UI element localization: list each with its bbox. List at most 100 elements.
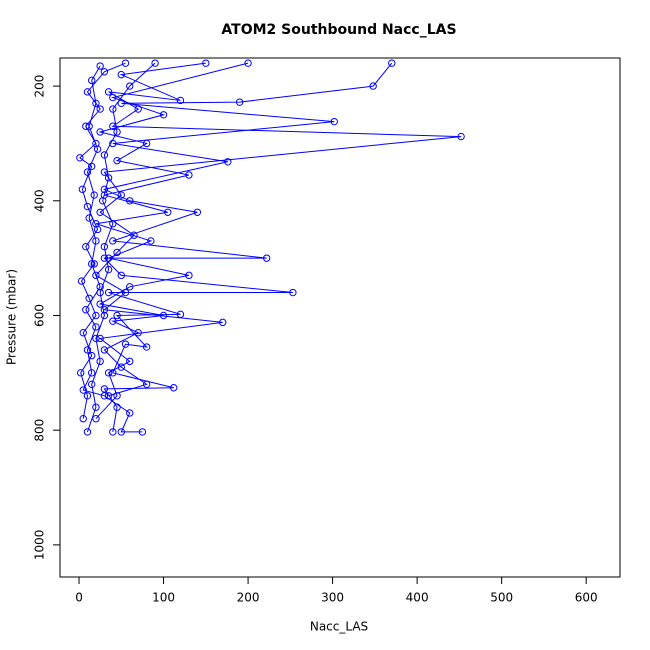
data-point [219,318,227,327]
data-point [109,428,117,436]
x-tick-label: 0 [75,591,83,605]
data-point [96,357,104,366]
data-point [90,191,98,199]
data-point [126,357,134,366]
data-point [117,191,125,199]
series-line [79,62,126,419]
data-point [100,242,109,251]
data-point [92,99,100,108]
x-tick-label: 500 [490,591,513,605]
y-axis-label: Pressure (mbar) [5,269,19,365]
data-point [104,288,113,297]
data-point [126,283,134,291]
data-point [87,76,96,85]
data-point [100,68,109,76]
data-point [235,98,244,106]
data-point [92,323,100,331]
data-point [82,242,90,251]
data-point [83,202,92,211]
x-tick-label: 100 [152,591,175,605]
data-point [117,363,125,371]
data-point [109,139,117,148]
data-point [96,208,104,216]
data-point [87,369,96,377]
data-point [185,271,193,280]
data-point [117,70,125,79]
data-point [176,96,185,105]
data-point [134,328,142,337]
data-point [83,392,92,400]
data-point [147,237,155,245]
data-point [117,428,125,436]
data-point [113,311,121,320]
data-point [330,117,338,126]
data-point [92,403,100,411]
chart-title: ATOM2 Southbound Nacc_LAS [221,22,456,38]
data-point [85,294,93,302]
data-point [104,369,113,377]
data-point [113,392,121,400]
data-point [92,220,100,228]
data-point [90,260,98,268]
x-axis-label: Nacc_LAS [310,620,368,634]
data-point [79,386,87,394]
data-point [130,231,138,239]
data-point [100,306,109,314]
data-point [159,111,168,119]
data-point [138,428,147,436]
x-tick-label: 600 [575,591,598,605]
data-point [100,191,109,199]
data-point [92,271,100,280]
data-point [142,380,151,389]
data-point [109,237,117,245]
data-point [151,59,159,67]
y-tick-label: 600 [33,304,47,327]
data-point [100,185,109,194]
y-tick-label: 800 [33,419,47,442]
data-point [96,300,104,308]
data-point [159,311,168,320]
data-point [76,154,84,162]
data-point [96,334,104,343]
data-point [289,288,297,297]
data-point [100,151,109,159]
data-point [96,62,104,70]
data-point [83,88,92,96]
data-point [100,311,109,320]
data-point [202,59,210,67]
data-point [369,82,377,90]
data-point [79,328,87,337]
data-point [109,105,117,113]
data-point [87,351,96,360]
x-tick-label: 300 [321,591,344,605]
data-point [104,88,113,96]
plot-area [76,59,465,436]
series-line [95,62,249,397]
data-point [92,334,100,343]
data-point [185,171,193,179]
data-point [92,311,100,320]
plot-frame [59,57,621,578]
data-point [193,208,202,216]
data-point [100,168,109,176]
data-point [113,248,121,257]
data-point [113,156,121,165]
data-point [164,208,172,216]
data-point [117,271,125,280]
data-point [113,128,121,136]
data-point [100,392,109,400]
y-tick-label: 400 [33,189,47,212]
data-point [77,369,85,377]
data-point [104,265,113,274]
data-point [87,162,96,171]
data-point [92,139,100,148]
data-point [100,346,109,354]
data-point [244,59,252,67]
data-point [262,254,271,262]
data-point [169,384,178,392]
data-point [224,158,232,166]
y-tick-label: 1000 [33,530,47,561]
data-point [104,392,113,400]
